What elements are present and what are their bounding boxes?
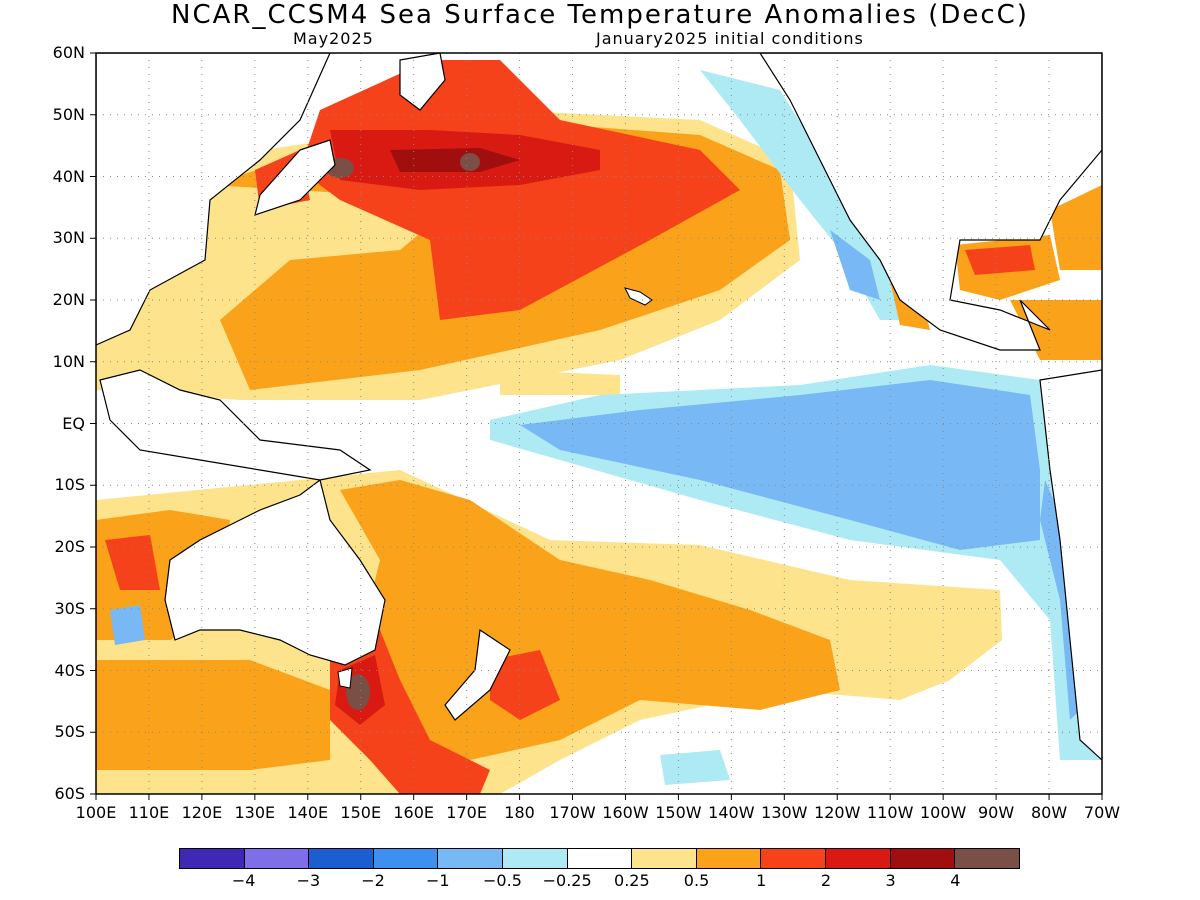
latitude-tick-label: 60S — [54, 784, 85, 803]
longitude-tick-label: 170W — [549, 803, 596, 822]
colorbar-label: 3 — [885, 871, 896, 890]
latitude-tick-label: 20N — [52, 290, 85, 309]
region-west-australia-warm-strong — [105, 535, 160, 590]
colorbar-label: −2 — [361, 871, 385, 890]
colorbar-swatch — [180, 849, 245, 868]
latitude-tick-label: 60N — [52, 43, 85, 62]
longitude-tick-label: 170E — [446, 803, 487, 822]
region-indian-ocean-cool — [110, 605, 145, 645]
axis-tickmarks — [90, 52, 1103, 800]
latitude-tick-label: 40S — [54, 660, 85, 680]
land-south-america — [1039, 369, 1102, 761]
latitude-tick-label: 50S — [54, 722, 85, 742]
colorbar-label: −4 — [231, 871, 256, 890]
longitude-tick-label: 160W — [602, 803, 649, 822]
colorbar-label: 2 — [820, 871, 832, 890]
map-title: NCAR_CCSM4 Sea Surface Temperature Anoma… — [171, 0, 1029, 30]
region-kuroshio-warm-strong — [300, 60, 740, 320]
latitude-tick-label: 30N — [52, 228, 85, 248]
colorbar-label: −3 — [296, 871, 321, 890]
colorbar-label: 0.25 — [614, 871, 650, 890]
longitude-tick-label: 150W — [655, 803, 702, 822]
longitude-tick-label: 140E — [287, 803, 329, 822]
longitude-tick-label: 110W — [867, 803, 914, 822]
colorbar-swatch — [373, 849, 439, 868]
latitude-tick-label: EQ — [62, 413, 85, 433]
longitude-tick-label: 180 — [504, 803, 535, 822]
longitude-tick-label: 70W — [1083, 803, 1121, 822]
latitude-tick-label: 10N — [52, 351, 85, 371]
land-japan — [254, 139, 336, 216]
colorbar-swatch — [309, 849, 374, 868]
region-southern-ocean-warm — [96, 660, 330, 770]
colorbar-label: 4 — [950, 871, 961, 890]
land-new-zealand — [444, 628, 511, 721]
region-tasman-extreme — [346, 674, 370, 710]
colorbar-swatch — [890, 849, 956, 868]
colorbar-swatch — [244, 849, 310, 868]
colorbar-swatch — [761, 849, 827, 868]
longitude-tick-label: 100W — [919, 803, 967, 822]
colorbar — [179, 848, 1020, 869]
latitude-tick-label: 10S — [54, 475, 85, 495]
region-south-pacific-cool-patch — [660, 750, 730, 785]
initial-conditions-label: January2025 initial conditions — [596, 29, 864, 48]
region-cold-tongue — [520, 380, 1040, 550]
longitude-tick-label: 150E — [340, 803, 382, 822]
colorbar-label: 1 — [756, 871, 767, 890]
region-equatorial-west-light-warm — [500, 370, 620, 395]
region-kuroshio-extreme-2 — [460, 153, 480, 171]
colorbar-label: 0.5 — [683, 871, 710, 890]
longitude-tick-label: 110E — [128, 803, 170, 822]
longitude-tick-label: 120E — [181, 803, 223, 822]
longitude-tick-label: 80W — [1030, 803, 1068, 822]
latitude-tick-label: 20S — [54, 537, 85, 556]
region-atlantic-warm — [1050, 185, 1102, 270]
colorbar-swatch — [567, 849, 633, 868]
region-nz-warm-strong — [490, 650, 560, 720]
region-kuroshio-very-hot — [390, 148, 520, 172]
longitude-tick-label: 120W — [814, 803, 861, 822]
region-gulf-warm-strong — [965, 245, 1035, 275]
colorbar-swatch — [826, 849, 891, 868]
region-california-cool — [830, 230, 880, 300]
longitude-tick-label: 140W — [708, 803, 755, 822]
land-asia — [96, 53, 331, 346]
colorbar-swatch — [955, 849, 1019, 868]
colorbar-swatch — [503, 849, 568, 868]
longitude-tick-label: 130E — [234, 803, 276, 822]
longitude-tick-label: 100E — [75, 803, 117, 822]
colorbar-swatch — [438, 849, 504, 868]
latitude-tick-label: 30S — [54, 598, 85, 618]
land-kamchatka — [399, 53, 446, 111]
land-tasmania — [337, 667, 353, 689]
anomaly-field — [96, 53, 1102, 794]
longitude-tick-label: 130W — [761, 803, 808, 822]
colorbar-swatch — [632, 849, 697, 868]
latitude-tick-label: 50N — [52, 104, 85, 124]
land-maritime-continent — [99, 369, 372, 481]
forecast-month: May2025 — [293, 29, 374, 48]
longitude-tick-label: 90W — [978, 803, 1015, 822]
land-australia — [164, 478, 386, 666]
longitude-tick-label: 160E — [393, 803, 434, 822]
colorbar-label: −0.5 — [483, 871, 522, 890]
colorbar-label: −0.25 — [542, 871, 592, 890]
colorbar-swatch — [696, 849, 762, 868]
land-hawaii — [624, 287, 653, 306]
colorbar-label: −1 — [425, 871, 450, 890]
latitude-tick-label: 40N — [52, 166, 85, 186]
